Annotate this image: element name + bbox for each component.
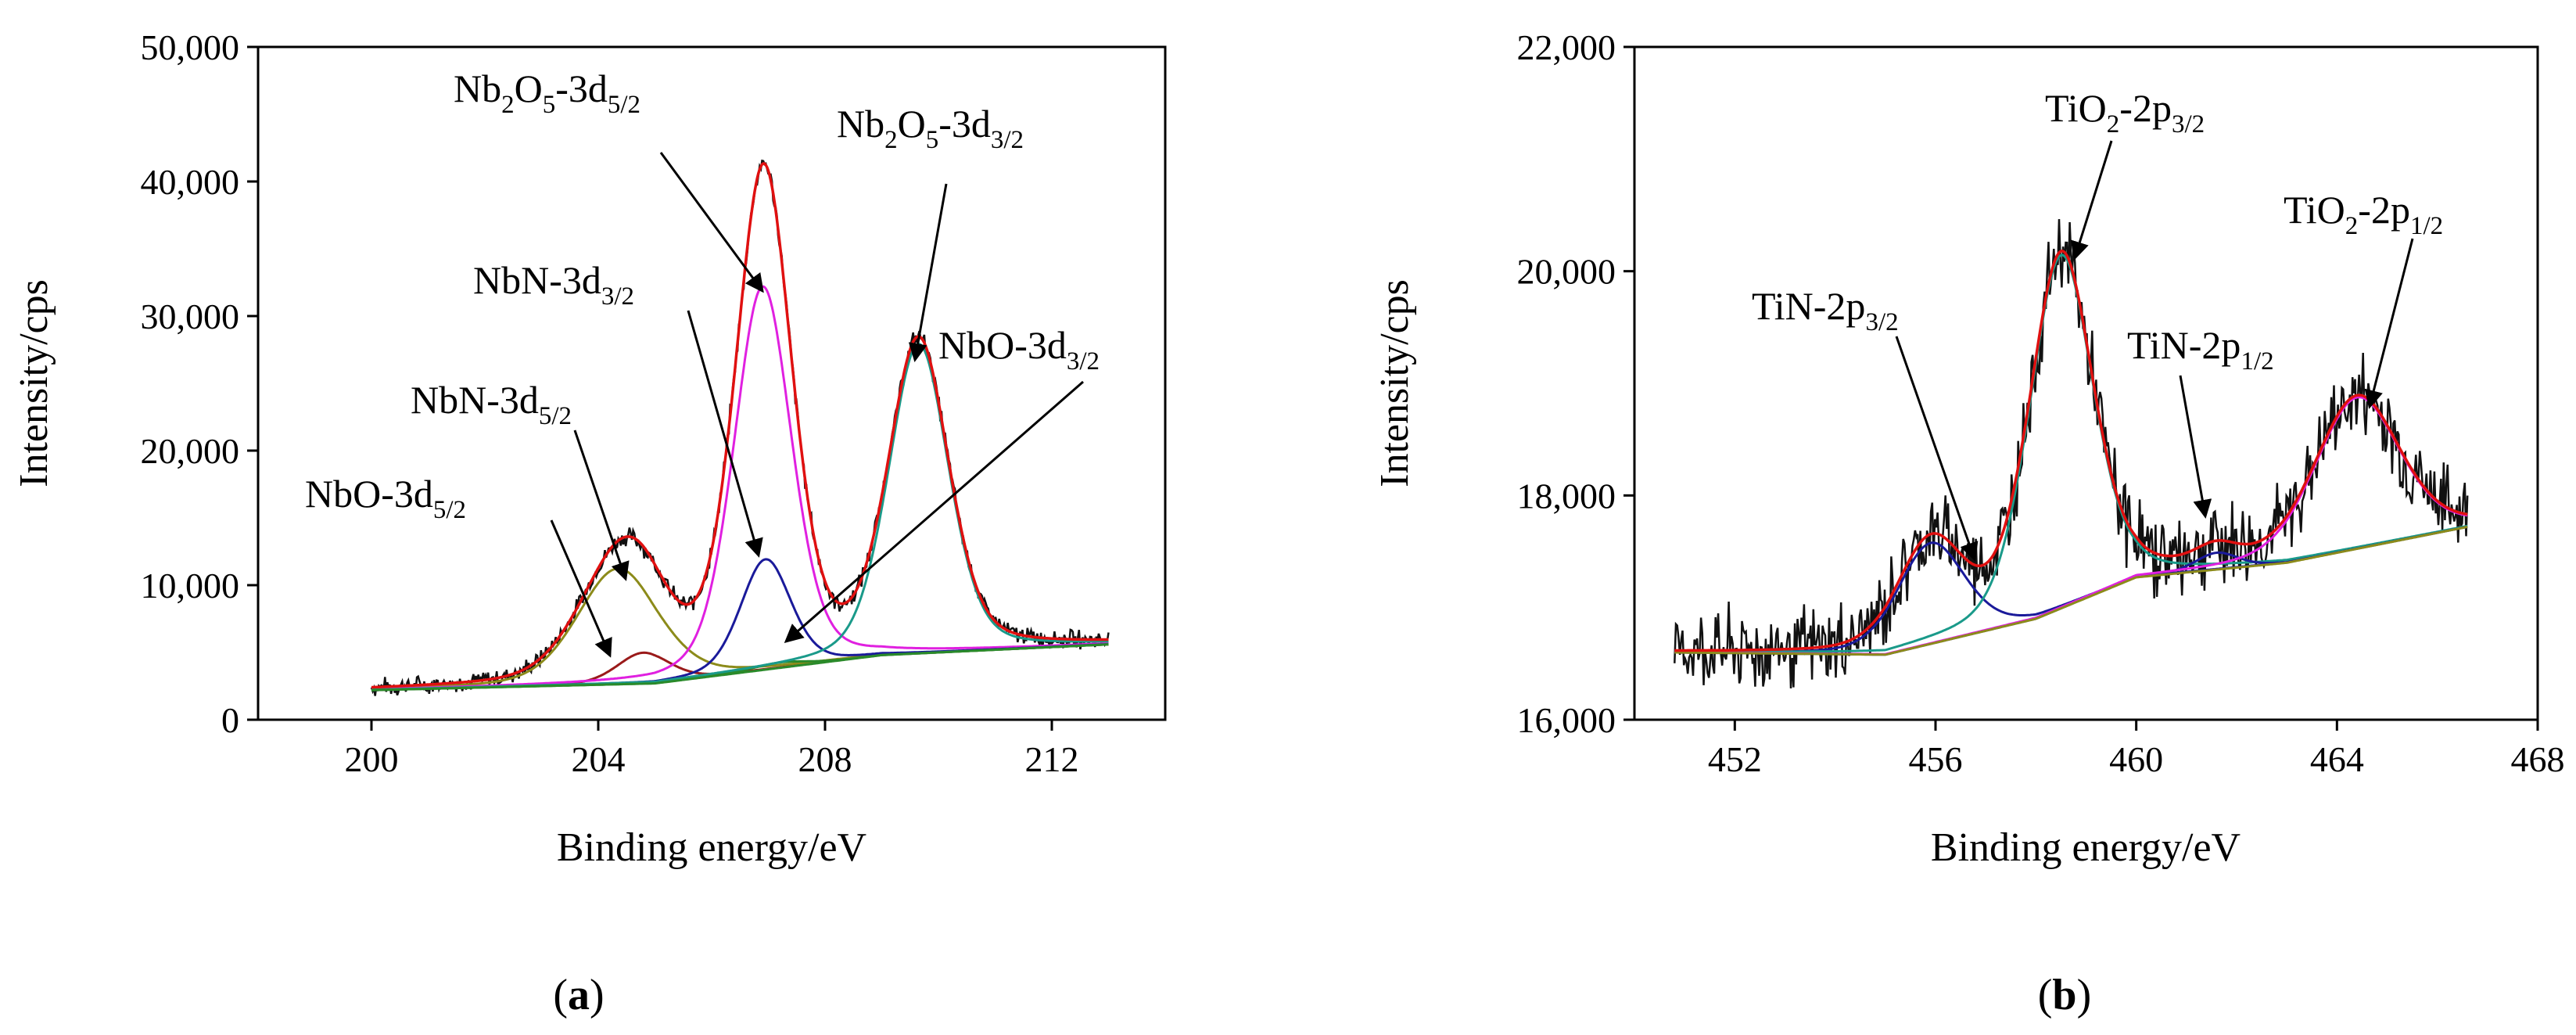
x-tick-label: 452 xyxy=(1708,739,1762,779)
component-tin-2p3-2 xyxy=(1674,525,2468,653)
y-tick-label: 16,000 xyxy=(1517,700,1616,740)
arrow-nbo-3d52 xyxy=(550,519,612,658)
fitted-envelope xyxy=(371,162,1109,689)
panel-a-ticks: 200 204 208 212 0 10,000 20,000 30,000 40,000 50,… xyxy=(141,27,1079,779)
arrow-tio2-2p12 xyxy=(2364,238,2414,409)
background-baseline xyxy=(1674,526,2468,656)
arrow-nbn-3d32 xyxy=(687,310,763,558)
panel-b-ticks: 452 456 460 464 468 16,000 18,000 20,000 22,000 xyxy=(1517,27,2565,779)
annotation-nb2o5-3d32: Nb2O5-3d3/2 xyxy=(837,102,1024,154)
annotation-nb2o5-3d52: Nb2O5-3d5/2 xyxy=(454,66,640,119)
panel-a: 200 204 208 212 0 10,000 20,000 30,000 40,000 50,… xyxy=(12,27,1167,1019)
panel-a-curves xyxy=(370,159,1110,696)
y-tick-label: 22,000 xyxy=(1517,27,1616,67)
panel-b-curves xyxy=(1674,219,2469,688)
x-tick-label: 456 xyxy=(1909,739,1963,779)
y-tick-label: 50,000 xyxy=(141,27,240,67)
arrow-nbo-3d32 xyxy=(784,380,1084,643)
panel-a-xlabel: Binding energy/eV xyxy=(557,825,866,870)
y-tick-label: 18,000 xyxy=(1517,476,1616,516)
arrow-nb2o5-3d32 xyxy=(908,183,948,362)
x-tick-label: 200 xyxy=(345,739,399,779)
y-tick-label: 20,000 xyxy=(1517,252,1616,292)
x-tick-label: 212 xyxy=(1025,739,1079,779)
fitted-envelope xyxy=(1674,249,2468,652)
annotation-tin-2p32: TiN-2p3/2 xyxy=(1752,284,1899,336)
annotation-tin-2p12: TiN-2p1/2 xyxy=(2127,323,2274,376)
raw-data-series xyxy=(370,159,1110,696)
arrow-tin-2p12 xyxy=(2179,375,2212,519)
panel-a-ylabel: Intensity/cps xyxy=(12,279,56,487)
annotation-tio2-2p12: TiO2-2p1/2 xyxy=(2284,188,2443,240)
arrow-nbn-3d52 xyxy=(573,429,630,581)
panel-a-annotations: NbO-3d5/2 NbN-3d5/2 NbN-3d3/2 Nb2O5-3d5/… xyxy=(305,66,1100,658)
x-tick-label: 204 xyxy=(572,739,626,779)
component-tio2-2p1-2 xyxy=(1674,396,2468,656)
background-baseline xyxy=(371,643,1109,692)
arrow-tin-2p32 xyxy=(1895,336,1979,562)
arrow-tio2-2p32 xyxy=(2070,140,2113,261)
panel-b-xlabel: Binding energy/eV xyxy=(1931,825,2241,870)
x-tick-label: 468 xyxy=(2511,739,2565,779)
y-tick-label: 20,000 xyxy=(141,431,240,471)
arrow-nb2o5-3d52 xyxy=(659,152,764,293)
panel-b-sublabel: (b) xyxy=(2038,971,2091,1019)
y-tick-label: 30,000 xyxy=(141,296,240,336)
panel-b: 452 456 460 464 46816,00018,00020,00022,000 … xyxy=(1372,27,2565,1019)
annotation-nbn-3d52: NbN-3d5/2 xyxy=(411,378,572,430)
annotation-nbo-3d52: NbO-3d5/2 xyxy=(305,472,466,524)
panel-b-annotations: TiN-2p3/2 TiO2-2p3/2 TiN-2p1/2 TiO2-2p1/… xyxy=(1752,86,2443,562)
panel-b-plot-frame xyxy=(1633,45,2539,721)
annotation-tio2-2p32: TiO2-2p3/2 xyxy=(2045,86,2205,138)
x-tick-label: 460 xyxy=(2109,739,2163,779)
panel-a-sublabel: (a) xyxy=(553,971,604,1019)
y-tick-label: 40,000 xyxy=(141,162,240,202)
annotation-nbn-3d32: NbN-3d3/2 xyxy=(473,258,634,311)
component-tin-2p1-2 xyxy=(1674,525,2468,656)
panel-a-plot-frame xyxy=(257,45,1167,721)
y-tick-label: 10,000 xyxy=(141,566,240,606)
y-tick-label: 0 xyxy=(221,700,239,740)
x-tick-label: 464 xyxy=(2310,739,2364,779)
annotation-nbo-3d32: NbO-3d3/2 xyxy=(938,323,1100,376)
x-tick-label: 208 xyxy=(798,739,852,779)
panel-b-ylabel: Intensity/cps xyxy=(1372,279,1417,487)
